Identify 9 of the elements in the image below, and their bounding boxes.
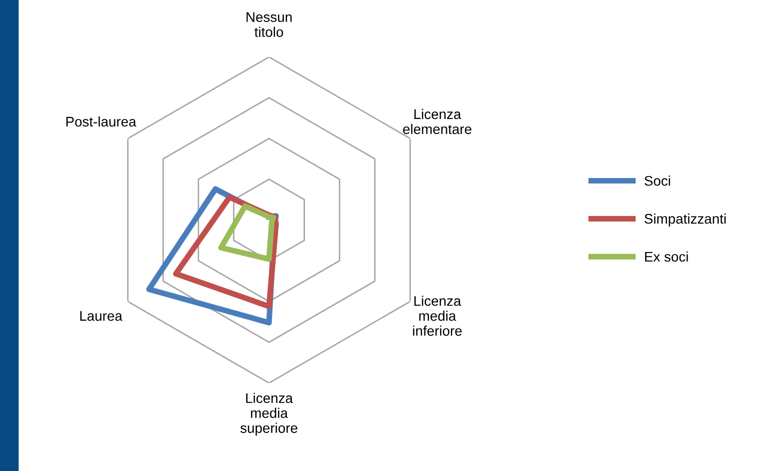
spoke-label: Post-laurea — [66, 116, 136, 127]
legend-label: Simpatizzanti — [644, 214, 726, 226]
spoke-label: Laurea — [80, 311, 122, 321]
spoke-label: Licenza elementare — [403, 108, 472, 134]
legend-label: Soci — [644, 176, 670, 186]
legend-label: Ex soci — [645, 251, 688, 262]
spoke-label: Licenza media superiore — [240, 392, 298, 436]
spoke-label: Licenza media inferiore — [413, 296, 462, 336]
spoke-label: Nessun titolo — [246, 12, 292, 37]
